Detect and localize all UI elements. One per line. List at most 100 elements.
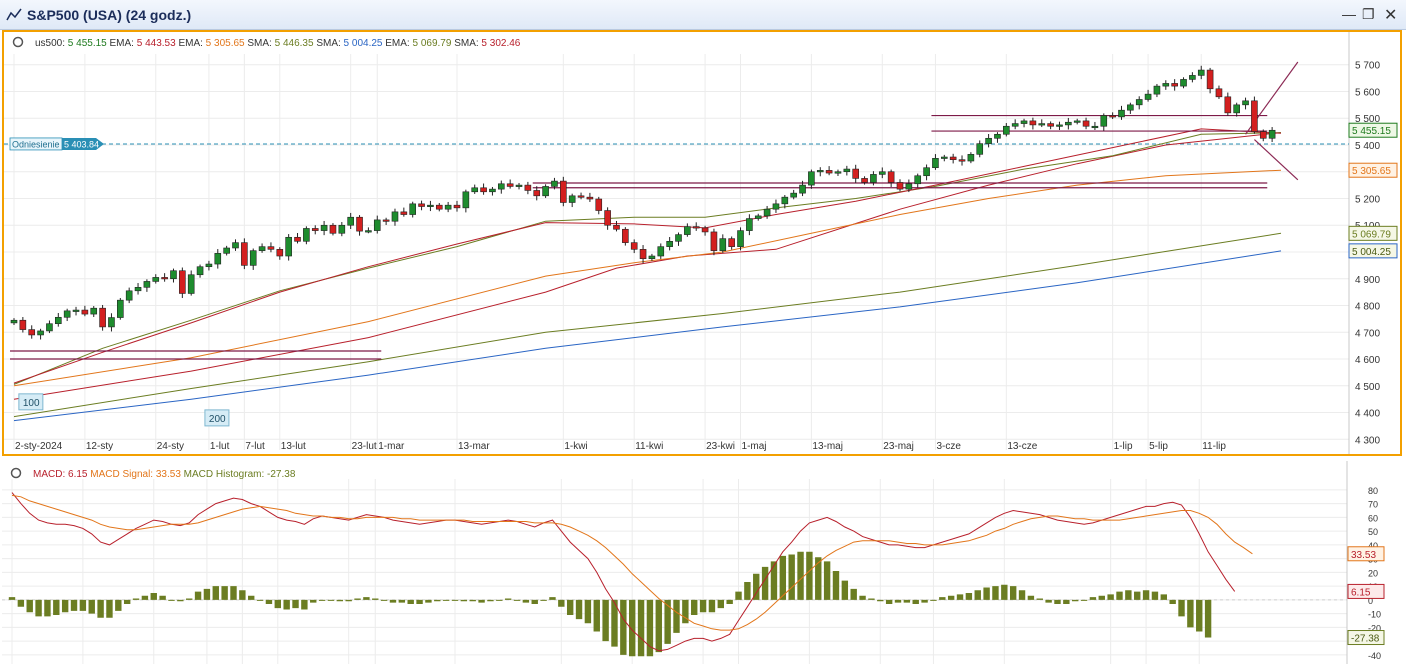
candle xyxy=(125,287,133,304)
macd-histogram-bar xyxy=(558,599,565,607)
candle xyxy=(772,199,780,213)
macd-histogram-bar xyxy=(398,599,406,603)
candle-body xyxy=(1224,96,1232,114)
candle-body xyxy=(81,309,89,315)
candle xyxy=(940,154,948,162)
macd-value-tag xyxy=(1347,583,1385,599)
candle xyxy=(666,237,673,251)
candle xyxy=(37,328,44,340)
macd-histogram-bar xyxy=(1089,597,1097,600)
candle xyxy=(763,205,771,219)
candle xyxy=(285,234,292,261)
macd-histogram-bar xyxy=(1107,594,1114,600)
candle-body xyxy=(994,133,1001,139)
candle xyxy=(861,176,868,185)
candle-body xyxy=(37,330,44,336)
macd-histogram-bar xyxy=(850,588,857,600)
candle-body xyxy=(763,208,771,217)
reference-value-tag xyxy=(62,137,104,150)
candle-body xyxy=(1215,88,1223,98)
candle-body xyxy=(179,270,186,294)
candle-body xyxy=(1251,100,1258,132)
candle xyxy=(595,196,603,215)
candle xyxy=(427,200,434,212)
candle-body xyxy=(985,137,992,144)
candle-body xyxy=(241,242,248,266)
candle xyxy=(143,279,151,292)
macd-histogram-bar xyxy=(735,591,742,600)
candle-body xyxy=(1100,115,1108,127)
macd-histogram-bar xyxy=(265,599,273,604)
macd-legend-value: 6.15 xyxy=(65,469,90,480)
candle xyxy=(1224,92,1232,116)
legend-value: 5 446.35 xyxy=(272,38,316,49)
maximize-icon[interactable]: ❐ xyxy=(1362,6,1375,22)
candle-body xyxy=(338,224,346,234)
macd-chart[interactable]: -40-30-20-1001020304050607080MACD: 6.15 … xyxy=(2,461,1402,664)
candle xyxy=(799,180,806,197)
candle-body xyxy=(781,196,789,205)
candle-body xyxy=(117,299,124,318)
candle xyxy=(409,201,417,218)
candle xyxy=(444,201,452,213)
legend-label: EMA: xyxy=(110,38,134,49)
candle-body xyxy=(1135,99,1143,106)
macd-settings-gear-icon xyxy=(10,467,22,479)
candle-body xyxy=(967,154,975,162)
candle-body xyxy=(772,203,780,210)
macd-histogram-bar xyxy=(912,599,919,604)
macd-histogram-bar xyxy=(150,593,157,600)
candle xyxy=(1056,121,1063,130)
x-tick-label: 1-maj xyxy=(742,441,767,452)
price-tag-value: 5 305.65 xyxy=(1352,166,1391,177)
candle xyxy=(1011,119,1019,130)
candle xyxy=(515,182,523,190)
close-icon[interactable]: ✕ xyxy=(1384,7,1398,24)
macd-histogram-bar xyxy=(345,599,352,602)
candle xyxy=(365,227,372,234)
macd-histogram-bar xyxy=(318,599,326,601)
candle-body xyxy=(28,329,36,336)
period-badge xyxy=(18,393,44,411)
macd-histogram-bar xyxy=(1045,599,1052,603)
candle-body xyxy=(684,226,691,235)
macd-histogram-bar xyxy=(1178,599,1185,617)
candle-body xyxy=(267,246,275,250)
macd-histogram-bar xyxy=(815,557,822,600)
candle xyxy=(161,273,168,282)
candle xyxy=(967,152,975,164)
macd-histogram-bar xyxy=(699,599,707,613)
candle xyxy=(223,245,230,256)
candle xyxy=(887,169,895,187)
macd-y-tick-label: 70 xyxy=(1368,500,1378,510)
macd-histogram-bar xyxy=(301,599,308,610)
candle xyxy=(1259,129,1267,142)
macd-legend: MACD: 6.15 MACD Signal: 33.53 MACD Histo… xyxy=(33,469,296,480)
candle-body xyxy=(932,158,939,169)
candle xyxy=(949,153,957,164)
candle-body xyxy=(108,317,115,328)
minimize-icon[interactable]: — xyxy=(1342,6,1356,22)
candle-body xyxy=(746,218,753,231)
macd-histogram-bar xyxy=(194,591,202,600)
macd-histogram-bar xyxy=(859,595,866,600)
macd-line xyxy=(11,492,1236,652)
candle xyxy=(1127,102,1134,114)
macd-histogram-bar xyxy=(894,599,902,603)
candle-body xyxy=(365,230,372,233)
macd-histogram-bar xyxy=(460,599,468,602)
candle-body xyxy=(196,266,204,276)
macd-panel[interactable]: -40-30-20-1001020304050607080MACD: 6.15 … xyxy=(2,461,1402,664)
candle-body xyxy=(10,319,18,324)
candle-body xyxy=(391,211,399,222)
macd-y-tick-label: 40 xyxy=(1368,541,1378,551)
macd-histogram-bar xyxy=(903,599,911,603)
candle-body xyxy=(72,309,80,312)
candle xyxy=(1003,123,1010,137)
candle-body xyxy=(639,249,647,259)
candle xyxy=(524,181,532,195)
candle-body xyxy=(223,247,230,254)
legend-value: 5 004.25 xyxy=(341,38,385,49)
